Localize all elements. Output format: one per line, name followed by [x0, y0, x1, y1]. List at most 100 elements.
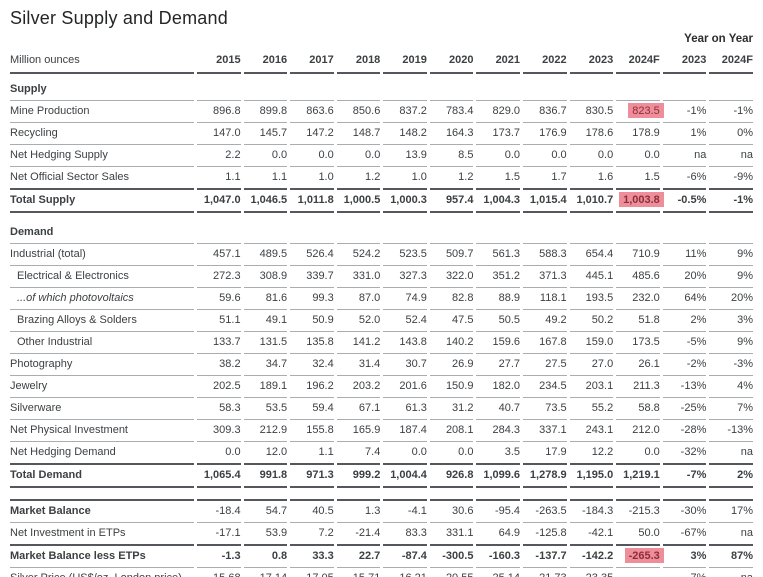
value-cell [709, 213, 753, 244]
value-cell: 13.9 [383, 145, 427, 167]
value-cell: 54.7 [243, 499, 288, 523]
value-cell: - [616, 568, 660, 577]
value-cell: 830.5 [569, 101, 614, 123]
value-cell [197, 213, 241, 244]
table-row: Silver Price (US$/oz, London price)15.68… [10, 568, 753, 577]
table-row: Net Hedging Supply 2.2 0.0 0.0 0.0 13.9 8.5 0.0… [10, 145, 753, 167]
value-cell: 212.0 [616, 420, 660, 442]
value-cell: na [709, 442, 753, 465]
value-cell: 59.6 [197, 288, 241, 310]
table-row: Net Investment in ETPs -17.1 53.9 7.2 -21.4 8… [10, 523, 753, 546]
value-cell [569, 74, 614, 101]
value-cell: 148.7 [336, 123, 381, 145]
value-cell [290, 213, 334, 244]
value-cell: 87% [709, 546, 753, 568]
value-cell: 0.0 [429, 442, 474, 465]
row-label: Market Balance less ETPs [10, 546, 194, 568]
value-cell: 0.0 [569, 145, 614, 167]
value-cell: 957.4 [429, 190, 474, 213]
table-row: Other Industrial 133.7 131.5 135.8 141.2 143.… [10, 332, 753, 354]
yoy-spacer-cell [10, 31, 660, 52]
value-cell: -42.1 [569, 523, 614, 546]
value-cell: 3% [662, 546, 707, 568]
value-cell: 38.2 [197, 354, 241, 376]
row-label: Total Supply [10, 190, 194, 213]
value-cell: 27.5 [523, 354, 567, 376]
value-cell [383, 74, 427, 101]
value-cell: -9% [709, 167, 753, 190]
value-cell: 131.5 [243, 332, 288, 354]
value-cell [616, 213, 660, 244]
value-cell: 1.6 [569, 167, 614, 190]
value-cell: 20% [662, 266, 707, 288]
value-cell: -160.3 [476, 546, 521, 568]
value-cell: 83.3 [383, 523, 427, 546]
column-header-2022: 2022 [523, 52, 567, 74]
value-cell: 150.9 [429, 376, 474, 398]
value-cell: 52.0 [336, 310, 381, 332]
value-cell: 0.0 [616, 145, 660, 167]
value-cell: 159.0 [569, 332, 614, 354]
value-cell: -3% [709, 354, 753, 376]
value-cell: 196.2 [290, 376, 334, 398]
value-cell: 1.2 [429, 167, 474, 190]
row-label: Net Official Sector Sales [10, 167, 194, 190]
row-label: ...of which photovoltaics [10, 288, 194, 310]
value-cell: 164.3 [429, 123, 474, 145]
value-cell: 81.6 [243, 288, 288, 310]
value-cell: 7.4 [336, 442, 381, 465]
value-cell: 1% [662, 123, 707, 145]
column-header-yoy-2024f: 2024F [709, 52, 753, 74]
value-cell: 50.2 [569, 310, 614, 332]
value-cell: 21.73 [523, 568, 567, 577]
value-cell: 9% [709, 266, 753, 288]
value-cell: 203.2 [336, 376, 381, 398]
value-cell: -263.5 [523, 499, 567, 523]
row-label: Silver Price (US$/oz, London price) [10, 568, 194, 577]
value-cell: 167.8 [523, 332, 567, 354]
value-cell: 15.68 [197, 568, 241, 577]
value-cell: 33.3 [290, 546, 334, 568]
row-label: Photography [10, 354, 194, 376]
value-cell: 26.1 [616, 354, 660, 376]
value-cell: 1,010.7 [569, 190, 614, 213]
value-cell: 1,004.4 [383, 465, 427, 488]
value-cell: 9% [709, 244, 753, 266]
value-cell: 49.2 [523, 310, 567, 332]
value-cell: 99.3 [290, 288, 334, 310]
value-cell: 135.8 [290, 332, 334, 354]
column-header-2021: 2021 [476, 52, 521, 74]
value-cell: 7% [709, 398, 753, 420]
value-cell: 73.5 [523, 398, 567, 420]
value-cell: 31.2 [429, 398, 474, 420]
table-row: Total Supply 1,047.0 1,046.5 1,011.8 1,000.5… [10, 190, 753, 213]
table-row: ...of which photovoltaics 59.6 81.6 99.3 87.… [10, 288, 753, 310]
value-cell: -184.3 [569, 499, 614, 523]
value-cell: -95.4 [476, 499, 521, 523]
table-row: Market Balance -18.4 54.7 40.5 1.3 -4.1 30.6 -9… [10, 499, 753, 523]
value-cell: -2% [662, 354, 707, 376]
spacer-cell [10, 488, 753, 499]
value-cell: 1,219.1 [616, 465, 660, 488]
row-label: Brazing Alloys & Solders [10, 310, 194, 332]
highlighted-value: -265.3 [624, 548, 664, 563]
value-cell: 309.3 [197, 420, 241, 442]
value-cell: 12.2 [569, 442, 614, 465]
value-cell: 561.3 [476, 244, 521, 266]
value-cell: 141.2 [336, 332, 381, 354]
value-cell: 176.9 [523, 123, 567, 145]
value-cell: 31.4 [336, 354, 381, 376]
value-cell: 2.2 [197, 145, 241, 167]
value-cell: 837.2 [383, 101, 427, 123]
value-cell: -137.7 [523, 546, 567, 568]
unit-label: Million ounces [10, 52, 194, 74]
value-cell: 783.4 [429, 101, 474, 123]
table-row: Mine Production 896.8 899.8 863.6 850.6 837.2… [10, 101, 753, 123]
value-cell: 445.1 [569, 266, 614, 288]
value-cell: 17% [709, 499, 753, 523]
row-label: Net Hedging Demand [10, 442, 194, 465]
value-cell: 0.0 [523, 145, 567, 167]
value-cell: 74.9 [383, 288, 427, 310]
value-cell: 1,047.0 [197, 190, 241, 213]
table-body: Supply Mine Production 896.8 899.8 863.6 850.… [10, 74, 753, 577]
